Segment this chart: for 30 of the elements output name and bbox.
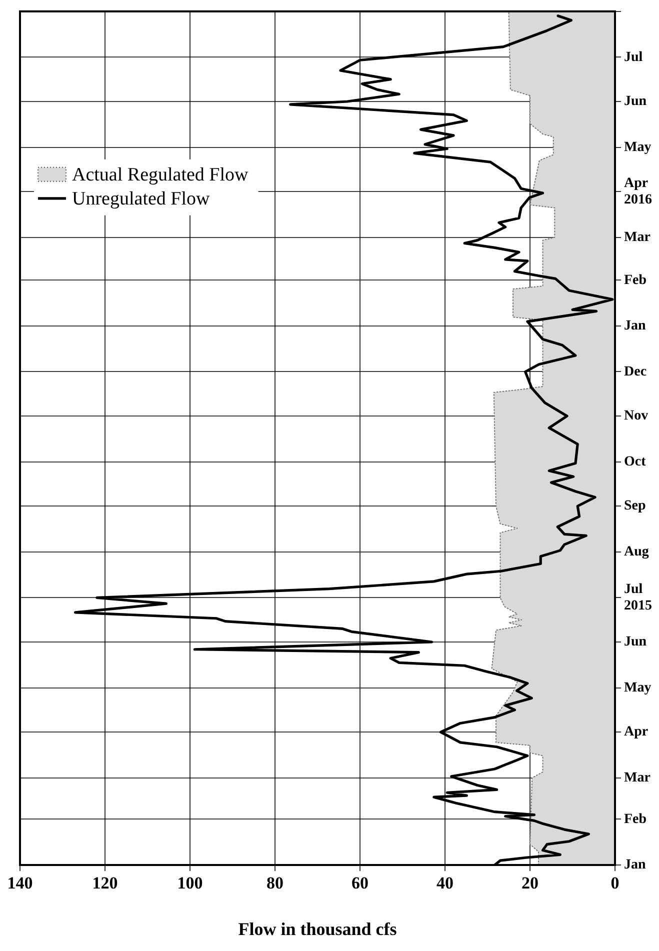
x-tick-label: 120 (92, 874, 118, 893)
y-tick-label: Oct (624, 454, 646, 470)
y-tick-label: Jun (624, 94, 647, 110)
y-tick-label: Mar (624, 230, 650, 245)
y-tick-label: Apr 2016 (624, 176, 652, 208)
x-tick-label: 80 (266, 874, 284, 893)
y-tick-label: Feb (624, 272, 647, 288)
x-tick-label: 60 (352, 874, 368, 893)
y-tick-label: Sep (624, 498, 646, 514)
y-tick-label: May (624, 680, 652, 696)
legend-label: Actual Regulated Flow (72, 164, 249, 186)
legend-label: Unregulated Flow (72, 188, 210, 210)
y-tick-label: Jan (624, 858, 646, 873)
y-tick-label: Jan (624, 318, 646, 334)
y-tick-label: Nov (624, 408, 648, 424)
y-tick-label: Jul (624, 50, 643, 65)
y-tick-label: Dec (624, 364, 647, 380)
y-tick-label: Aug (624, 544, 649, 560)
y-tick-label: Jul 2015 (624, 582, 652, 614)
x-tick-label: 0 (610, 874, 620, 893)
x-axis-title: Flow in thousand cfs (238, 918, 397, 939)
y-tick-label: Mar (624, 770, 650, 786)
y-tick-label: Feb (624, 812, 647, 827)
x-tick-label: 100 (177, 874, 203, 893)
y-tick-label: Jun (624, 634, 647, 650)
y-tick-label: May (624, 140, 652, 155)
x-tick-label: 20 (522, 874, 538, 893)
x-tick-label: 140 (7, 874, 33, 893)
y-tick-label: Apr (624, 724, 648, 740)
x-tick-label: 40 (436, 874, 454, 893)
